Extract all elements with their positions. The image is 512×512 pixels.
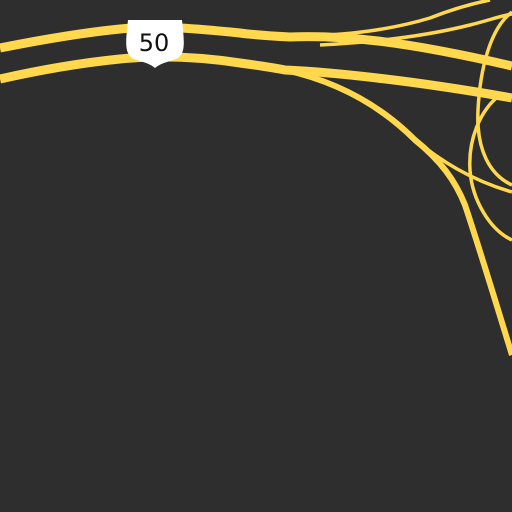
ramp-northeast-lower[interactable]: [319, 12, 512, 47]
loop-ramp-east[interactable]: [476, 10, 512, 187]
ramp-curve-south[interactable]: [284, 67, 512, 356]
route-shield-us-50[interactable]: 50: [126, 20, 184, 68]
ramp-northeast-upper[interactable]: [289, 0, 491, 39]
us-route-shield-icon: [126, 20, 184, 68]
highway-roads: [0, 0, 512, 356]
us-50-eastbound[interactable]: [0, 52, 512, 103]
loop-ramp-west[interactable]: [468, 93, 512, 242]
connector-ramp-southwest[interactable]: [413, 138, 512, 194]
route-number-label: 50: [139, 29, 170, 57]
